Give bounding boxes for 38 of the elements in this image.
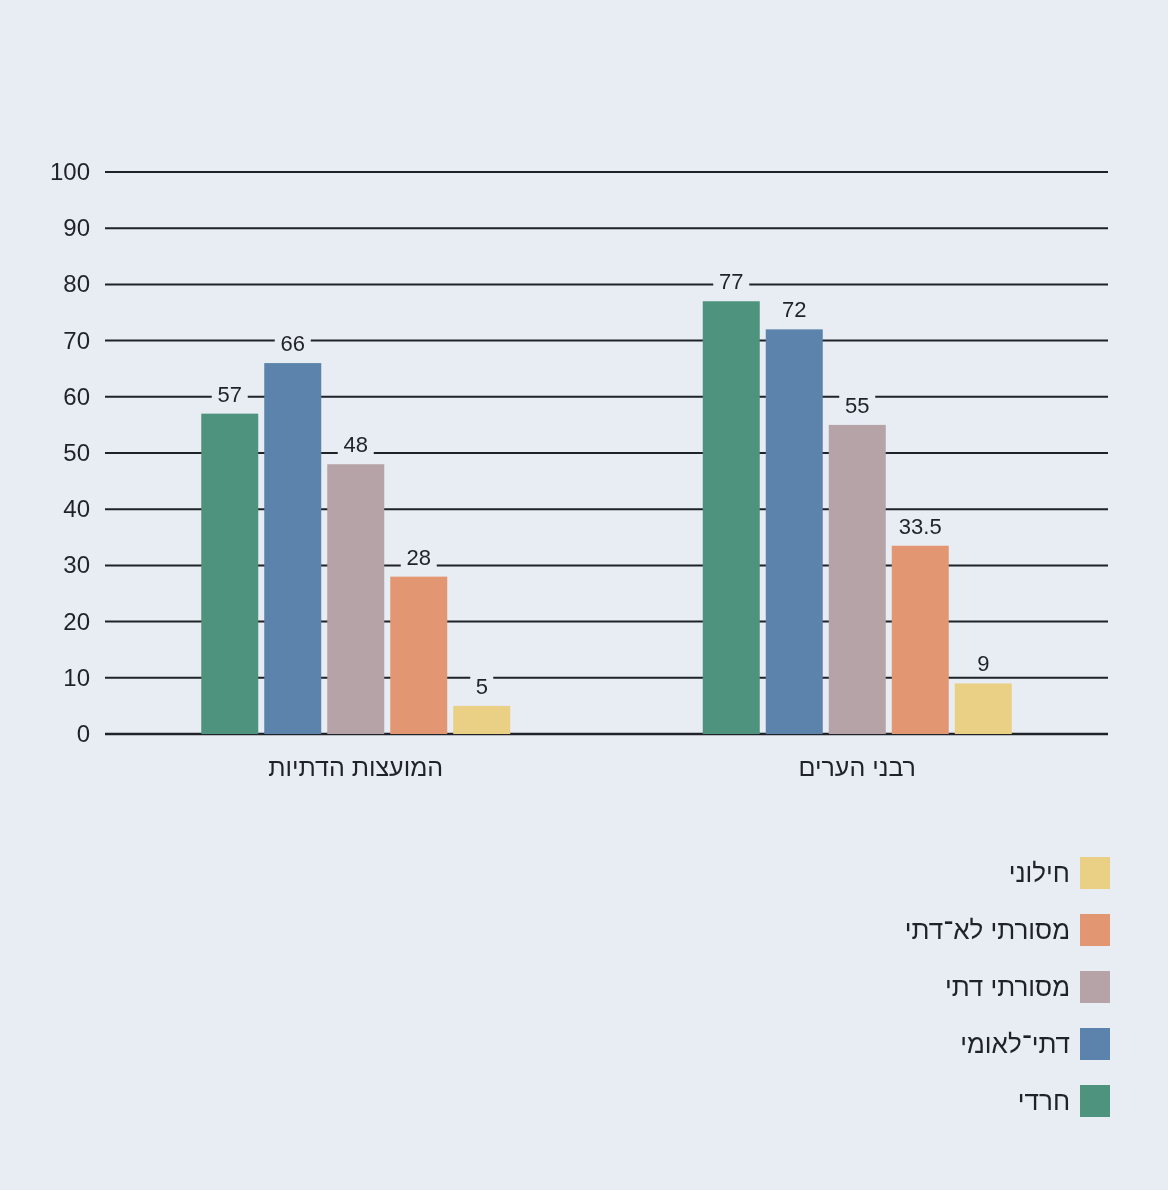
- data-label: 77: [719, 269, 744, 295]
- data-label: 5: [475, 673, 488, 699]
- bar: [264, 363, 322, 734]
- y-tick-label: 10: [63, 663, 90, 691]
- legend-label: חרדי: [1017, 1086, 1070, 1116]
- data-label: 48: [343, 432, 368, 458]
- data-label: 57: [217, 381, 242, 407]
- data-label: 72: [782, 297, 807, 323]
- bar: [327, 464, 385, 734]
- bar: [390, 576, 448, 734]
- y-tick-label: 20: [63, 607, 90, 635]
- x-tick-label: רבני הערים: [798, 753, 916, 781]
- legend-label: דתי־לאומי: [960, 1029, 1070, 1059]
- legend-label: חילוני: [1008, 858, 1070, 888]
- y-tick-label: 100: [49, 158, 90, 185]
- bar: [765, 329, 823, 734]
- bar: [891, 545, 949, 734]
- x-tick-label: המועצות הדתיות: [268, 753, 444, 781]
- y-tick-label: 50: [63, 439, 90, 466]
- y-tick-label: 90: [63, 214, 90, 242]
- y-tick-label: 80: [63, 270, 90, 298]
- data-label: 55: [845, 392, 870, 418]
- bar: [954, 683, 1012, 734]
- legend-label: מסורתי לא־דתי: [904, 915, 1070, 945]
- bar: [201, 413, 259, 734]
- bar: [453, 705, 511, 734]
- data-label: 66: [280, 331, 305, 357]
- data-label: 33.5: [898, 513, 942, 539]
- y-tick-label: 0: [76, 720, 90, 747]
- data-label: 9: [977, 651, 990, 677]
- bar: [702, 301, 760, 734]
- y-tick-label: 60: [63, 382, 90, 410]
- y-tick-label: 30: [63, 551, 90, 579]
- y-tick-label: 70: [63, 326, 90, 354]
- legend-label: מסורתי דתי: [944, 972, 1070, 1002]
- data-label: 28: [406, 544, 431, 570]
- bar: [828, 424, 886, 734]
- y-tick-label: 40: [63, 495, 90, 523]
